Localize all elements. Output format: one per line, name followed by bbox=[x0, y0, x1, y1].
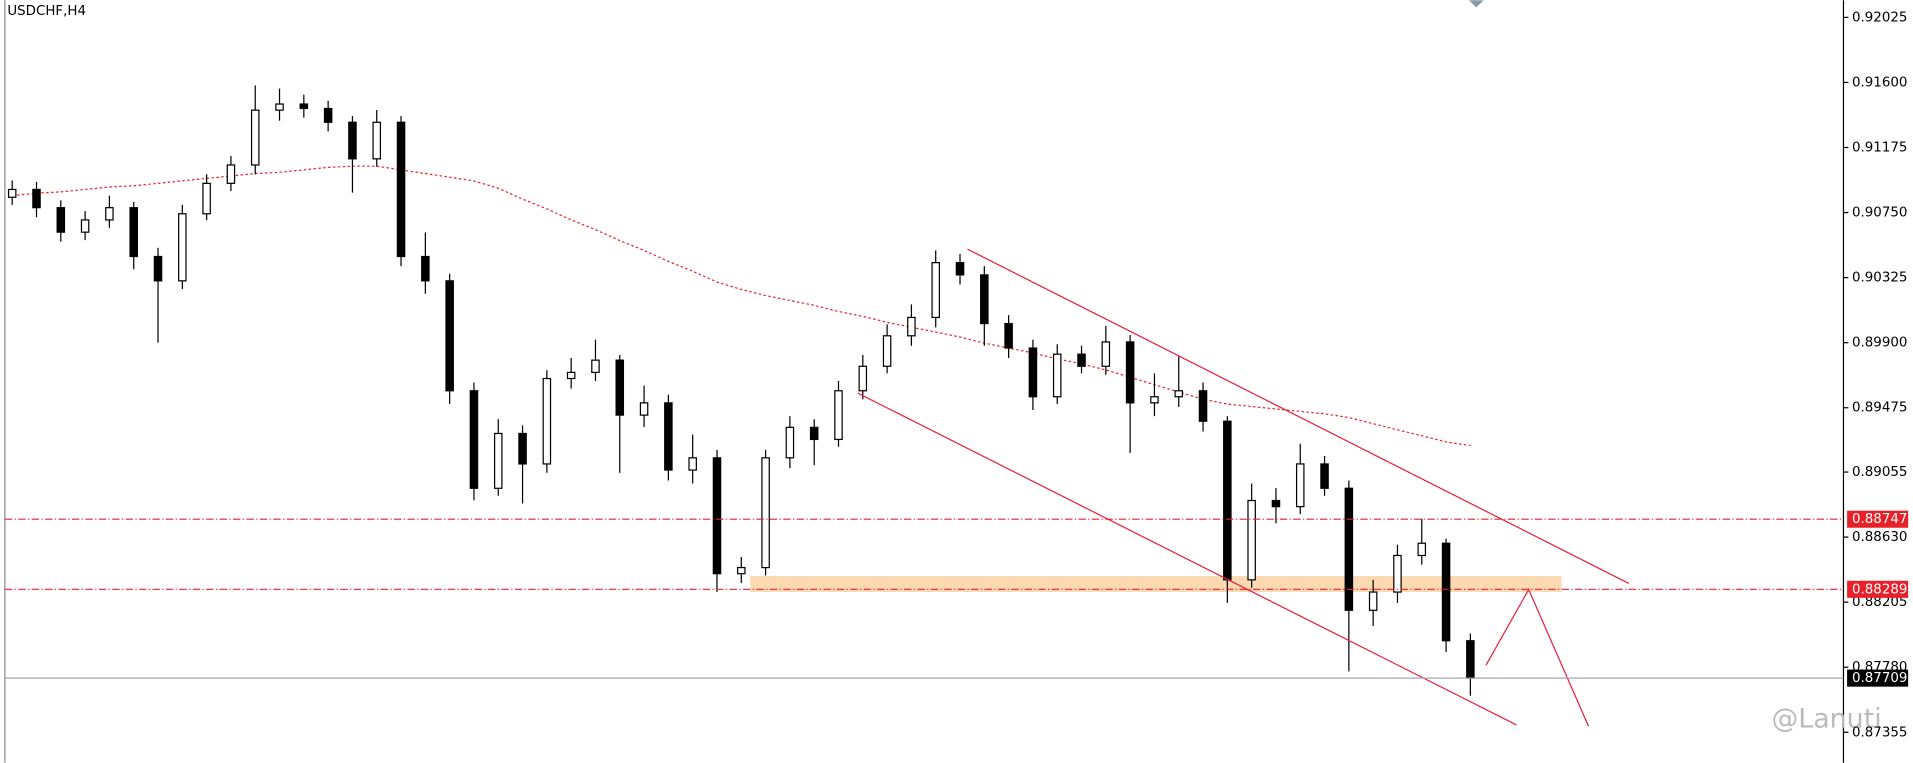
candle-body bbox=[153, 255, 163, 282]
y-tick-label: 0.88630 bbox=[1852, 530, 1907, 545]
candle-body bbox=[907, 316, 916, 337]
level-label: 0.88747 bbox=[1852, 512, 1907, 527]
candle-body bbox=[129, 207, 138, 258]
candle-body bbox=[1393, 554, 1402, 593]
candle-body bbox=[858, 365, 868, 392]
candle-body bbox=[445, 280, 454, 392]
candle-body bbox=[518, 432, 527, 465]
watermark: @Lanuti bbox=[1771, 704, 1881, 735]
candle-body bbox=[542, 377, 552, 465]
candle-body bbox=[1320, 463, 1329, 489]
candle-body bbox=[980, 274, 989, 325]
candle-body bbox=[809, 426, 819, 441]
candle-body bbox=[226, 164, 236, 184]
y-tick-label: 0.89475 bbox=[1852, 401, 1907, 416]
channel-lower bbox=[857, 392, 1517, 726]
candle-body bbox=[1295, 463, 1305, 508]
candle-body bbox=[421, 255, 430, 282]
candle-body bbox=[761, 457, 770, 569]
candle-body bbox=[7, 188, 17, 198]
y-tick-label: 0.87355 bbox=[1852, 725, 1907, 740]
candle-body bbox=[1052, 353, 1062, 398]
candle-body bbox=[56, 207, 66, 233]
candle-body bbox=[1247, 499, 1256, 581]
current-price-label: 0.87709 bbox=[1852, 671, 1907, 686]
candle-body bbox=[955, 262, 965, 276]
chart-title: USDCHF,H4 bbox=[7, 4, 86, 19]
level-label: 0.88289 bbox=[1852, 582, 1907, 597]
candle-body bbox=[931, 262, 940, 319]
candle-body bbox=[1271, 499, 1281, 508]
candle-body bbox=[469, 390, 479, 489]
candle-body bbox=[396, 121, 406, 258]
candle-body bbox=[664, 402, 673, 471]
candle-body bbox=[178, 213, 187, 282]
plot bbox=[7, 85, 1475, 696]
candle-body bbox=[1223, 420, 1232, 581]
level-label-box bbox=[1847, 510, 1909, 528]
y-tick-label: 0.88205 bbox=[1852, 595, 1907, 610]
candle-body bbox=[105, 207, 114, 221]
candle-body bbox=[1004, 322, 1013, 349]
candle-body bbox=[1344, 487, 1354, 611]
candle-body bbox=[1077, 353, 1086, 367]
candle-body bbox=[688, 457, 697, 471]
y-tick-label: 0.90325 bbox=[1852, 271, 1907, 286]
current-price-box bbox=[1847, 669, 1909, 687]
candle-body bbox=[202, 182, 211, 215]
candle-body bbox=[348, 121, 357, 160]
candle-body bbox=[1028, 347, 1038, 398]
candle-body bbox=[834, 390, 843, 441]
candle-body bbox=[566, 371, 576, 380]
y-tick-label: 0.91600 bbox=[1852, 75, 1907, 90]
y-tick-label: 0.90750 bbox=[1852, 206, 1907, 221]
y-tick-label: 0.91175 bbox=[1852, 141, 1907, 156]
candle-body bbox=[1125, 341, 1135, 404]
candle-body bbox=[32, 188, 41, 209]
candle-body bbox=[1150, 396, 1159, 404]
candle-body bbox=[372, 121, 382, 160]
candle-body bbox=[639, 402, 649, 416]
candle-body bbox=[615, 359, 625, 416]
candle-body bbox=[882, 335, 892, 367]
candle-body bbox=[80, 219, 90, 233]
period-marker bbox=[1468, 0, 1484, 8]
candle-body bbox=[591, 359, 600, 374]
level-label-box bbox=[1847, 580, 1909, 598]
candle-body bbox=[323, 107, 333, 123]
candle-body bbox=[299, 103, 309, 110]
candle-body bbox=[1441, 542, 1451, 642]
candle-body bbox=[785, 426, 795, 459]
candle-body bbox=[737, 566, 746, 575]
candle-body bbox=[250, 109, 260, 166]
candle-body bbox=[1101, 341, 1111, 367]
candle-body bbox=[1466, 640, 1475, 679]
channel-upper bbox=[967, 248, 1630, 584]
candle-body bbox=[712, 457, 722, 575]
candle-body bbox=[1198, 390, 1208, 422]
candle-body bbox=[1174, 390, 1184, 398]
candle-body bbox=[1417, 542, 1427, 557]
candle-body bbox=[1368, 591, 1378, 611]
y-tick-label: 0.92025 bbox=[1852, 10, 1907, 25]
candle-body bbox=[493, 432, 503, 489]
support-zone bbox=[750, 576, 1562, 592]
y-tick-label: 0.89055 bbox=[1852, 465, 1907, 480]
y-tick-label: 0.89900 bbox=[1852, 336, 1907, 351]
candle-body bbox=[275, 103, 284, 111]
